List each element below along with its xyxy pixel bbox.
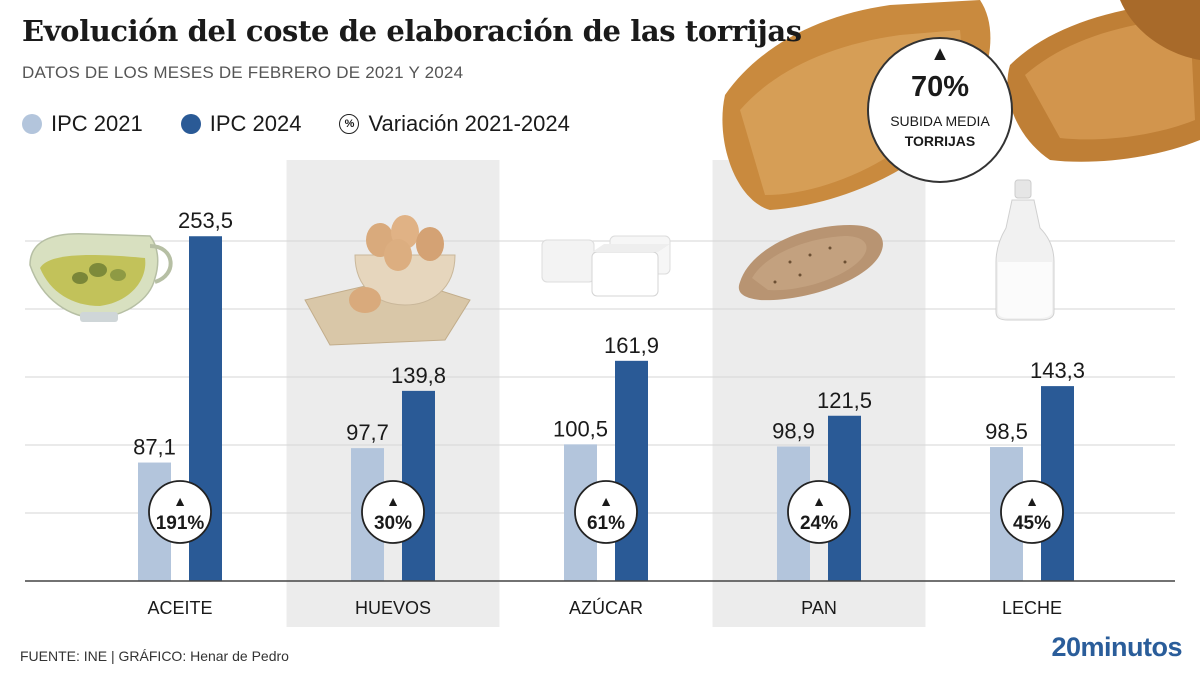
brand-logo: 20minutos (1051, 632, 1182, 662)
legend-label-variation: Variación 2021-2024 (368, 111, 570, 136)
variation-badges-layer: ▲ 191% ▲ 30% ▲ 61% ▲ 24% ▲ 45% (148, 480, 1064, 544)
legend-item-variation: % Variación 2021-2024 (339, 111, 570, 137)
x-axis: ACEITE HUEVOS AZÚCAR PAN LECHE (25, 580, 1175, 618)
legend-label-ipc2021: IPC 2021 (51, 111, 143, 136)
variation-value: 45% (1013, 513, 1051, 534)
summary-label-2: TORRIJAS (905, 133, 976, 149)
category-label-leche: LECHE (1002, 598, 1062, 618)
variation-badge (361, 480, 425, 544)
up-arrow-icon: ▲ (599, 493, 613, 509)
up-arrow-icon: ▲ (1025, 493, 1039, 509)
value-label-ipc2021: 98,9 (772, 418, 815, 443)
value-label-ipc2024: 143,3 (1030, 358, 1085, 383)
legend-item-ipc2021: IPC 2021 (22, 111, 143, 137)
legend: IPC 2021 IPC 2024 % Variación 2021-2024 (22, 111, 608, 137)
summary-label-1: SUBIDA MEDIA (890, 113, 990, 129)
up-arrow-icon: ▲ (173, 493, 187, 509)
value-label-ipc2021: 100,5 (553, 416, 608, 441)
variation-value: 191% (156, 513, 205, 534)
category-label-aceite: ACEITE (147, 598, 212, 618)
category-label-huevos: HUEVOS (355, 598, 431, 618)
olive-oil-jug (29, 233, 173, 322)
variation-value: 61% (587, 513, 625, 534)
summary-value: 70% (911, 71, 969, 103)
category-label-pan: PAN (801, 598, 837, 618)
value-label-ipc2024: 161,9 (604, 333, 659, 358)
value-label-ipc2024: 121,5 (817, 388, 872, 413)
variation-badge (574, 480, 638, 544)
up-arrow-icon: ▲ (386, 493, 400, 509)
bar-ipc2024-leche (1041, 386, 1074, 581)
value-label-ipc2024: 253,5 (178, 208, 233, 233)
eggs-bowl (304, 215, 471, 346)
summary-badge: ▲ 70% SUBIDA MEDIA TORRIJAS (867, 37, 1013, 183)
up-arrow-icon: ▲ (812, 493, 826, 509)
value-label-ipc2021: 87,1 (133, 435, 176, 460)
percent-icon: % (339, 114, 360, 134)
summary-arrow: ▲ (930, 43, 950, 65)
variation-badge (1000, 480, 1064, 544)
variation-badge (148, 480, 212, 544)
variation-value: 30% (374, 513, 412, 534)
variation-value: 24% (800, 513, 838, 534)
milk-bottle (995, 179, 1055, 321)
sugar-cubes (541, 235, 671, 297)
legend-item-ipc2024: IPC 2024 (180, 111, 302, 137)
value-label-ipc2024: 139,8 (391, 363, 446, 388)
bar-ipc2024-azúcar (615, 360, 648, 581)
value-label-ipc2021: 97,7 (346, 420, 389, 445)
variation-badge (787, 480, 851, 544)
bread-loaf (738, 225, 883, 301)
legend-swatch-ipc2021 (22, 114, 42, 134)
source-footer: FUENTE: INE | GRÁFICO: Henar de Pedro (20, 648, 289, 664)
value-label-ipc2021: 98,5 (985, 419, 1028, 444)
chart-subtitle: DATOS DE LOS MESES DE FEBRERO DE 2021 Y … (22, 63, 464, 82)
chart-title: Evolución del coste de elaboración de la… (22, 14, 802, 48)
legend-label-ipc2024: IPC 2024 (209, 111, 302, 136)
category-label-azúcar: AZÚCAR (569, 597, 643, 618)
legend-swatch-ipc2024 (180, 114, 201, 134)
